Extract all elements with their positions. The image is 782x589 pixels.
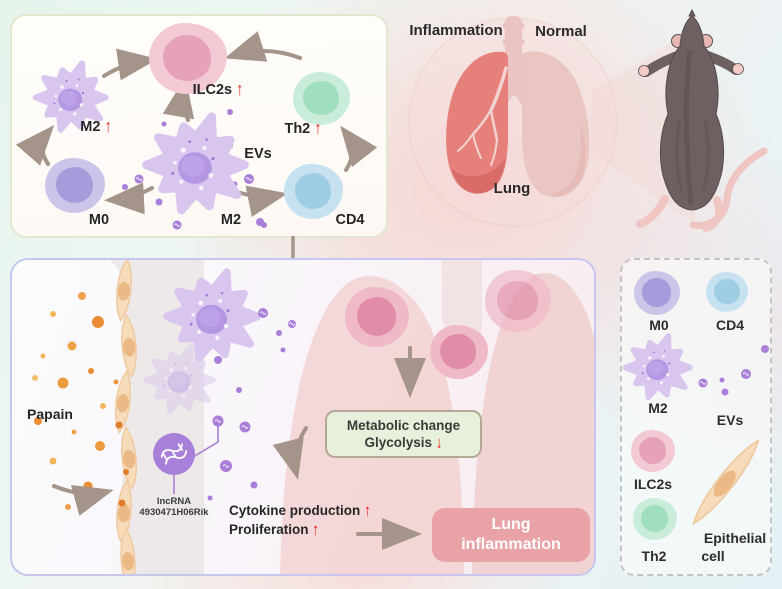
legend-cd4-label: CD4 — [715, 317, 745, 333]
up-arrow: ↑ — [236, 80, 244, 100]
legend-m0-label: M0 — [649, 317, 669, 333]
panel-legend: M0 CD4 M2 EVs ILC2s Th2 Epithelial cell — [620, 258, 772, 576]
legend-m2-label: M2 — [648, 400, 668, 416]
mouse-nose — [688, 8, 696, 17]
th2-label: Th2 ↑ — [284, 119, 322, 139]
legend-epithelial-cell — [686, 435, 766, 529]
legend-ev-dots — [698, 345, 769, 396]
ilc2s-cell — [149, 23, 227, 94]
arrow-papain-into-epithelium — [52, 484, 114, 516]
m2-upper-label: M2 ↑ — [80, 117, 112, 137]
normal-lung — [522, 51, 590, 198]
lung-inflammation-box: Lung inflammation — [432, 508, 590, 562]
m0-cell — [45, 158, 105, 213]
legend-ilc2s-label: ILC2s — [633, 476, 673, 492]
arrow-m0-to-m2 — [15, 124, 55, 166]
cd4-cell — [284, 164, 343, 219]
rna-helix-icon — [160, 443, 188, 465]
th2-cell — [293, 72, 350, 125]
panel-cell-cycle: M2 ↑ ILC2s ↑ Th2 ↑ M0 M2 EVs CD4 — [10, 14, 388, 238]
up-arrow: ↑ — [104, 117, 112, 137]
mechanism-scene — [32, 260, 594, 574]
arrow-to-cytokine — [272, 426, 308, 480]
legend-evs-label: EVs — [716, 412, 744, 428]
m0-label: M0 — [88, 212, 110, 228]
legend-epithelial-label-2: cell — [701, 548, 725, 564]
inflammation-label: Inflammation — [409, 22, 503, 39]
ilc2s-label: ILC2s ↑ — [192, 80, 244, 100]
ilc2-cell-2 — [430, 325, 488, 379]
arrow-cd4-to-th2 — [340, 125, 378, 172]
normal-label: Normal — [535, 23, 587, 40]
mouse-paw-left — [638, 65, 650, 77]
lung-label: Lung — [493, 180, 531, 197]
papain-dots — [32, 292, 129, 510]
legend-m2-macrophage — [622, 333, 694, 405]
mouse-illustration — [636, 8, 768, 232]
mouse-paw-right — [732, 63, 744, 75]
ilc2-cell-1 — [345, 287, 409, 347]
papain-label: Papain — [27, 406, 73, 422]
up-arrow: ↑ — [364, 501, 371, 520]
lung-mouse-scene — [408, 8, 768, 232]
up-arrow: ↑ — [314, 119, 322, 139]
legend-m0-cell — [634, 271, 680, 315]
m2-center-label: M2 — [220, 212, 242, 228]
up-arrow: ↑ — [312, 520, 320, 539]
arrow-m2c-to-m0 — [104, 182, 154, 215]
lncrna-vesicle — [153, 426, 219, 494]
metabolic-change-box: Metabolic change Glycolysis ↓ — [325, 410, 482, 458]
mouse-hind-foot-left — [636, 195, 669, 228]
evs-label: EVs — [244, 146, 272, 162]
legend-th2-cell — [633, 498, 677, 540]
legend-epithelial-label: Epithelial — [703, 530, 767, 546]
down-arrow: ↓ — [435, 433, 443, 452]
lncrna-label: lncRNA 4930471H06Rik — [139, 496, 209, 518]
mouse-body — [659, 15, 725, 211]
arrow-th2-to-ilc2s — [224, 31, 302, 62]
legend-th2-label: Th2 — [641, 548, 667, 564]
legend-ilc2s-cell — [631, 430, 675, 472]
inflamed-lung — [446, 51, 508, 194]
cytokine-proliferation-text: Cytokine production ↑ Proliferation ↑ — [229, 501, 371, 539]
arrow-m2-to-ilc2s — [102, 48, 158, 81]
cd4-label: CD4 — [335, 212, 365, 228]
mouse-hind-foot-right — [702, 196, 724, 232]
legend-cd4-cell — [706, 272, 748, 312]
m2-macrophage-center — [141, 112, 251, 222]
mouse-shading — [683, 49, 694, 206]
panel-mechanism: Papain lncRNA 4930471H06Rik Metabolic ch… — [10, 258, 596, 576]
ilc2-cell-3 — [485, 270, 551, 332]
backdrop-lung-right — [472, 272, 594, 574]
